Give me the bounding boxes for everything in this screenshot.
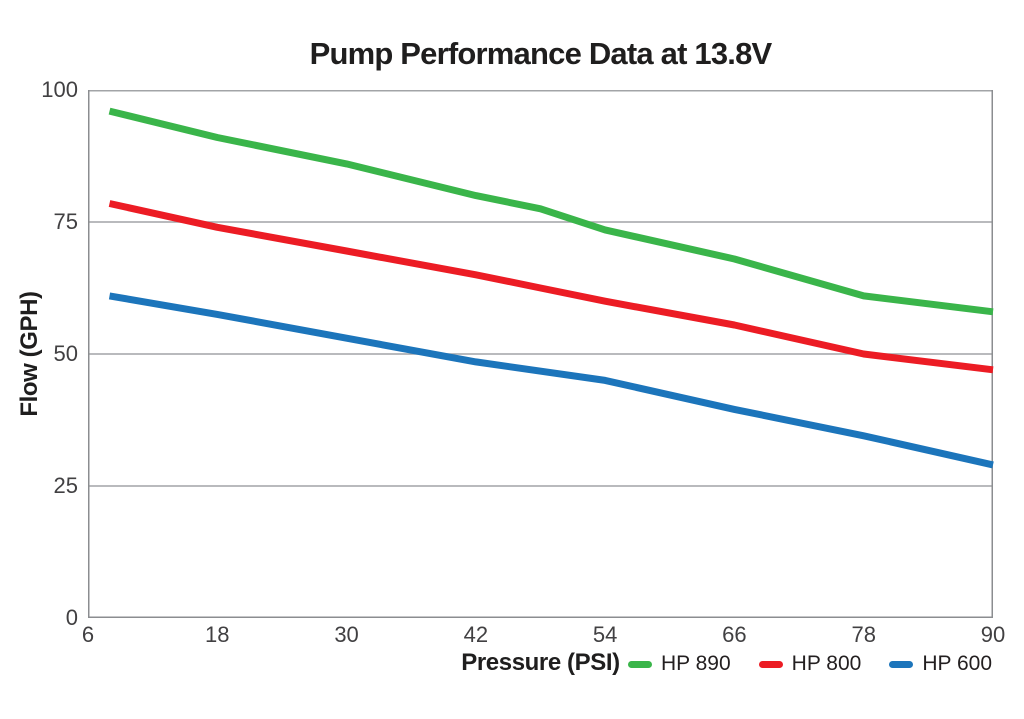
legend-swatch-icon: [889, 660, 914, 668]
x-tick-label-30: 30: [334, 622, 359, 647]
legend-label: HP 600: [922, 652, 992, 675]
legend: HP 890 HP 800 HP 600: [627, 652, 992, 676]
legend-item-hp-800: HP 800: [758, 652, 862, 676]
y-axis-tick-labels: 0 25 50 75 100: [0, 79, 78, 629]
y-tick-label-75: 75: [53, 209, 78, 234]
legend-label: HP 800: [791, 652, 862, 675]
series-line-hp-890: [108, 107, 994, 316]
y-tick-label-0: 0: [65, 605, 78, 630]
series-line-hp-600: [108, 292, 994, 469]
y-tick-label-100: 100: [41, 77, 78, 102]
y-tick-label-50: 50: [53, 341, 78, 366]
x-tick-label-90: 90: [980, 622, 1006, 647]
x-tick-label-66: 66: [722, 622, 747, 647]
x-tick-label-18: 18: [205, 622, 230, 647]
x-tick-label-78: 78: [851, 622, 876, 647]
plot-area: [88, 90, 994, 618]
x-tick-label-42: 42: [463, 622, 489, 647]
x-axis-title: Pressure (PSI): [461, 649, 620, 676]
legend-label: HP 890: [660, 652, 731, 675]
chart-title: Pump Performance Data at 13.8V: [309, 36, 773, 71]
x-tick-label-54: 54: [592, 622, 618, 647]
y-tick-label-25: 25: [53, 473, 78, 498]
legend-item-hp-600: HP 600: [889, 652, 992, 676]
series-line-hp-800: [108, 200, 994, 374]
legend-swatch-icon: [758, 660, 783, 668]
x-tick-label-6: 6: [81, 622, 95, 647]
x-axis-tick-labels: 6 18 30 42 54 66 78 90: [82, 622, 1005, 647]
legend-swatch-icon: [627, 660, 652, 668]
legend-item-hp-890: HP 890: [627, 652, 731, 676]
